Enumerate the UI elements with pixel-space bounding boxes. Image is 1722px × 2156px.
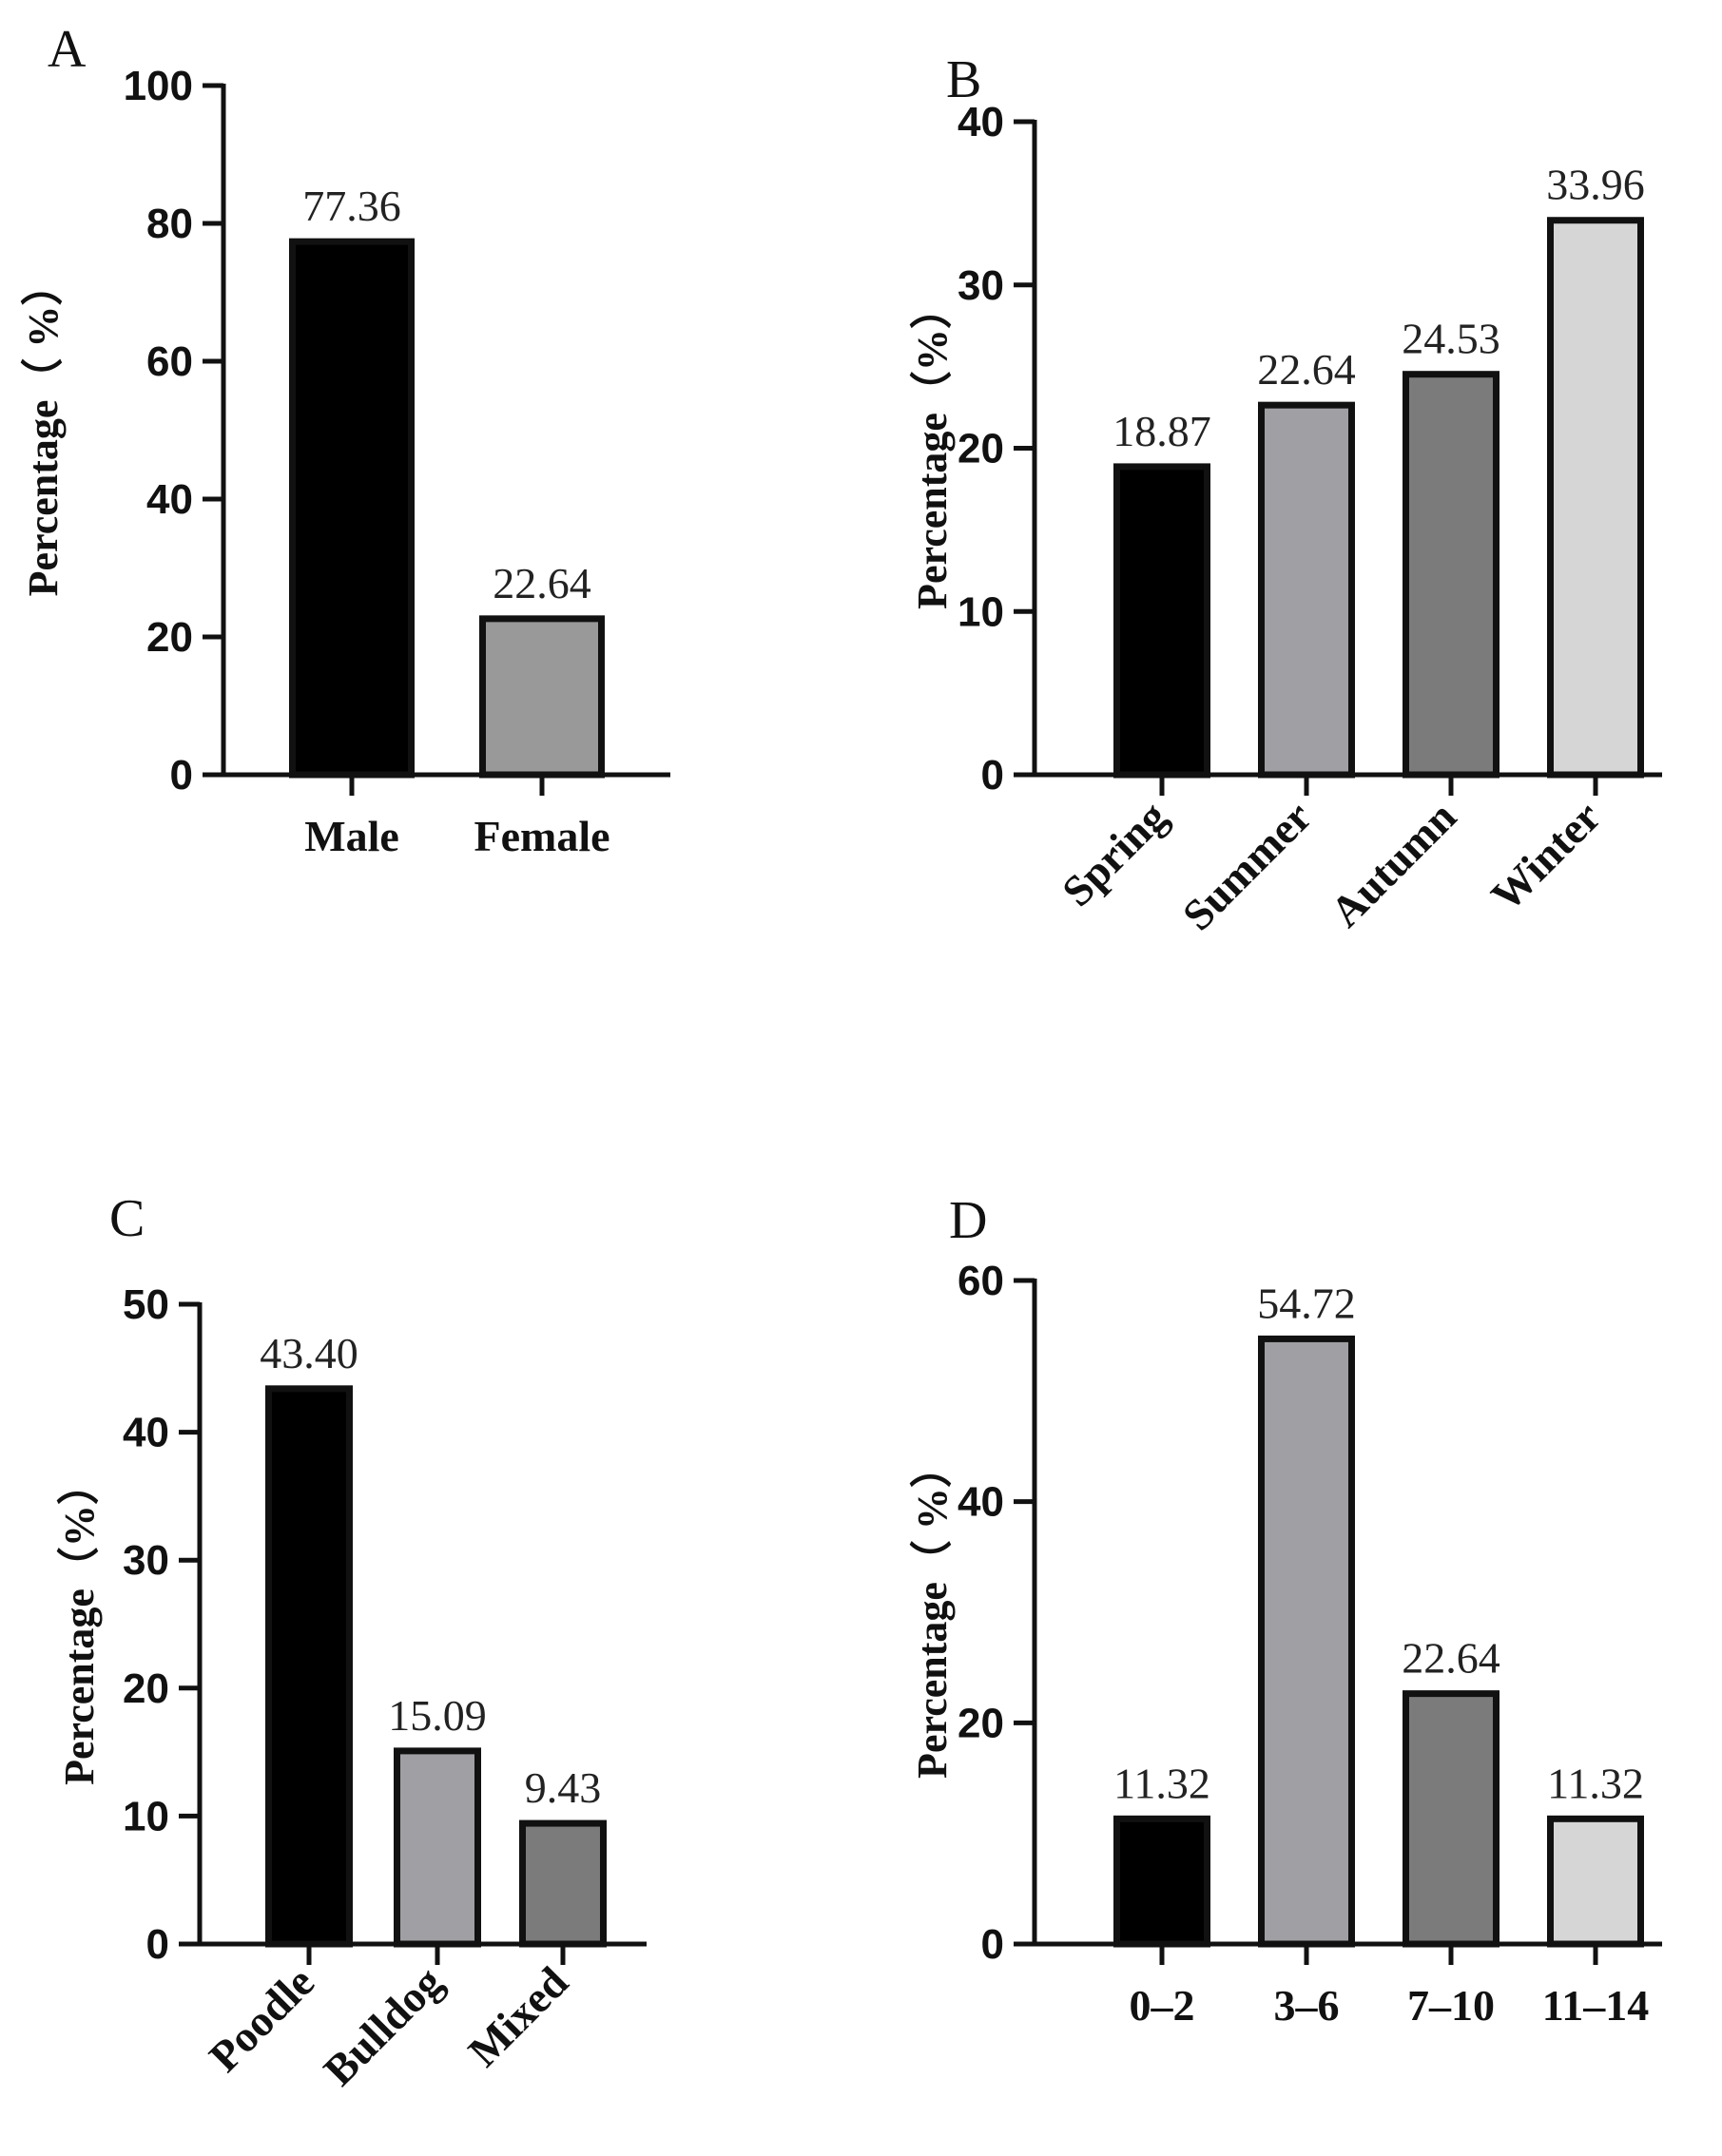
- category-label: 3–6: [1274, 1981, 1340, 2030]
- y-tick-label: 10: [123, 1793, 169, 1839]
- category-label: Summer: [1173, 792, 1321, 939]
- data-label: 24.53: [1402, 315, 1500, 363]
- y-axis-title: Percentage（%）: [56, 1463, 103, 1785]
- data-label: 54.72: [1257, 1279, 1356, 1327]
- panel-b: B 18.87 22.64 24.53 33.96 0 10 20 30 40 SpringSumm…: [909, 50, 1662, 939]
- y-tick-label: 0: [981, 752, 1004, 799]
- y-tick-label: 40: [123, 1410, 169, 1456]
- y-tick-label: 30: [123, 1537, 169, 1584]
- data-label: 9.43: [525, 1763, 602, 1812]
- y-tick-label: 0: [170, 752, 193, 799]
- y-tick-label: 80: [146, 201, 193, 247]
- y-tick-label: 20: [958, 1700, 1004, 1746]
- data-label: 15.09: [388, 1691, 487, 1740]
- bar-autumn: [1403, 371, 1499, 779]
- data-label: 11.32: [1547, 1759, 1644, 1807]
- category-label: 11–14: [1542, 1981, 1649, 2030]
- bar-bulldog: [394, 1747, 481, 1948]
- bar-poodle: [265, 1385, 353, 1948]
- y-tick-label: 50: [123, 1281, 169, 1328]
- y-tick-label: 100: [124, 63, 193, 109]
- panel-letter: B: [946, 50, 981, 109]
- y-tick-label: 0: [981, 1921, 1004, 1968]
- category-label: Winter: [1481, 792, 1610, 920]
- data-label: 22.64: [493, 559, 591, 607]
- y-axis-title: Percentage（ %）: [909, 1446, 956, 1779]
- bar-summer: [1258, 401, 1355, 779]
- data-label: 33.96: [1546, 161, 1645, 209]
- y-tick-label: 60: [958, 1258, 1004, 1304]
- bar-mixed: [519, 1819, 607, 1948]
- bar-winter: [1547, 217, 1644, 779]
- y-tick-label: 30: [958, 262, 1004, 309]
- data-label: 11.32: [1113, 1759, 1210, 1807]
- category-label: Autumn: [1321, 792, 1465, 936]
- category-label: Bulldog: [315, 1957, 453, 2095]
- y-tick-label: 40: [146, 476, 193, 523]
- panel-d: D 11.32 54.72 22.64 11.32 0 20 40 60 0–2 3–6 7–10 11…: [909, 1191, 1662, 2030]
- bar-7-10: [1403, 1690, 1499, 1948]
- category-label: 7–10: [1407, 1981, 1495, 2030]
- y-tick-label: 40: [958, 1479, 1004, 1526]
- data-label: 77.36: [302, 182, 401, 230]
- y-axis-title: Percentage（ %）: [20, 264, 67, 597]
- panel-letter: A: [48, 20, 87, 79]
- bar-11-14: [1547, 1815, 1644, 1948]
- data-label: 43.40: [260, 1329, 358, 1377]
- y-tick-label: 20: [958, 426, 1004, 472]
- bar-female: [479, 615, 605, 779]
- panel-a: A 77.36 22.64 0 20 40 60 80 100 Male Female Percent…: [20, 20, 670, 860]
- data-label: 22.64: [1257, 345, 1356, 394]
- category-label: 0–2: [1130, 1981, 1195, 2030]
- y-tick-label: 10: [958, 588, 1004, 635]
- bar-0-2: [1113, 1815, 1210, 1948]
- bar-3-6: [1258, 1335, 1355, 1948]
- data-label: 22.64: [1402, 1634, 1500, 1683]
- y-tick-label: 20: [146, 614, 193, 661]
- category-label: Female: [474, 812, 609, 860]
- panel-letter: C: [109, 1189, 145, 1248]
- panel-letter: D: [949, 1191, 987, 1250]
- category-label: Male: [304, 812, 399, 860]
- y-tick-label: 40: [958, 99, 1004, 145]
- y-axis-title: Percentage（%）: [909, 287, 956, 609]
- bar-spring: [1113, 463, 1210, 779]
- bar-male: [289, 238, 415, 779]
- y-tick-label: 60: [146, 338, 193, 385]
- category-label: Spring: [1053, 792, 1176, 915]
- y-tick-label: 20: [123, 1665, 169, 1712]
- category-label: Poodle: [200, 1957, 323, 2081]
- category-label: Mixed: [458, 1957, 577, 2076]
- y-tick-label: 0: [146, 1921, 169, 1968]
- data-label: 18.87: [1113, 407, 1211, 455]
